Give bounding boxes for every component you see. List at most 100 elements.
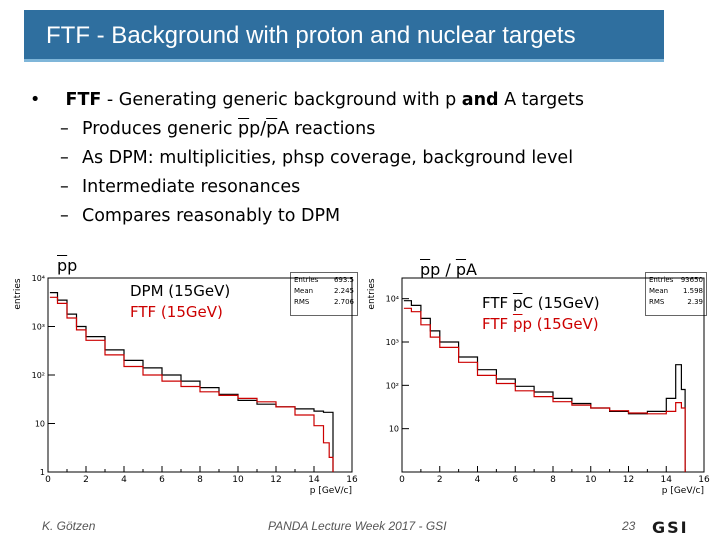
legend-text: DPM (15GeV) [130,282,231,300]
footer-author: K. Götzen [42,519,96,533]
page-number: 23 [622,519,636,533]
plot2-chart: 0 2 4 6 8 10 12 14 16 10 10² 10³ 10⁴ p [GeV/c] entries [367,277,710,496]
x-tick-label: 8 [197,475,203,485]
plot1-statbox: Entries 693.5 Mean 2.245 RMS 2.706 [290,272,358,316]
x-tick-label: 2 [437,475,443,485]
stat-row: RMS 2.39 [649,297,703,308]
plot2-label: pp / pA [420,260,477,279]
stat-row: Entries 693.5 [294,275,354,286]
y-tick-label: 10³ [32,323,45,332]
bullet-main: • FTF - Generating generic background wi… [30,88,584,112]
y-tick-label: 10³ [386,338,399,347]
plot-label-text: p / [430,260,456,279]
dash: – [60,148,69,168]
y-tick-label: 10⁴ [386,295,399,304]
y-axis-label: entries [13,278,23,310]
series-line-red [49,296,334,472]
antiproton-symbol: p [455,260,467,279]
x-axis-label: p [GeV/c] [310,486,352,496]
plot1-chart: 0 2 4 6 8 10 12 14 16 1 10 10² 10³ 10⁴ p [GeV/c] entrie… [13,274,358,496]
subitem-text: Produces generic [82,119,239,139]
x-tick-label: 12 [270,475,281,485]
antiproton-symbol: p [420,260,431,279]
antiproton-symbol: p [266,119,278,139]
subitem-1: – Produces generic pp/pA reactions [60,117,375,141]
x-tick-label: 6 [512,475,518,485]
y-tick-label: 10² [386,381,399,390]
x-tick-label: 4 [475,475,481,485]
x-tick-label: 10 [585,475,597,485]
stat-value: 1.598 [682,287,703,295]
antiproton-symbol: p [512,315,523,333]
plot2-legend-pp: FTF pp (15GeV) [482,315,599,333]
subitem-text: A reactions [277,119,376,139]
antiproton-symbol: p [512,294,523,312]
subitem-text: As DPM: multiplicities, phsp coverage, b… [82,148,574,168]
subitem-3: – Intermediate resonances [60,175,300,199]
subitem-2: – As DPM: multiplicities, phsp coverage, … [60,146,573,170]
dash: – [60,177,69,197]
plot1-label: pp [57,256,77,275]
x-tick-label: 12 [623,475,634,485]
plot-label-text: p [67,256,78,275]
stat-value: 2.245 [333,287,354,295]
x-tick-label: 8 [550,475,556,485]
y-tick-label: 10⁴ [32,274,45,283]
series-line-black [49,292,334,472]
x-tick-label: 0 [45,475,51,485]
stat-row: Entries 93650 [649,275,703,286]
stat-value: 2.706 [333,298,354,306]
stat-key: Mean [294,287,314,295]
gsi-logo: GSI [652,518,689,537]
plot-label-text: A [466,260,477,279]
stat-row: RMS 2.706 [294,297,354,308]
x-tick-label: 14 [308,475,320,485]
y-tick-label: 10 [35,420,45,429]
footer-event: PANDA Lecture Week 2017 - GSI [268,519,447,533]
plot-frame [401,277,705,473]
y-tick-label: 10 [389,425,399,434]
stat-value: 693.5 [333,276,354,284]
y-tick-label: 1 [40,468,45,477]
plot-frame [47,277,353,473]
bullet-text-b: A targets [498,90,585,110]
stat-row: Mean 1.598 [649,286,703,297]
stat-key: Entries [294,276,319,284]
legend-text: C (15GeV) [522,294,600,312]
x-tick-label: 10 [232,475,244,485]
dash: – [60,206,69,226]
y-tick-label: 10² [32,371,45,380]
x-tick-label: 16 [698,475,710,485]
legend-text: FTF [482,315,513,333]
stat-row: Mean 2.245 [294,286,354,297]
x-axis-label: p [GeV/c] [662,486,704,496]
x-tick-label: 14 [661,475,673,485]
legend-text: p (15GeV) [522,315,599,333]
x-tick-label: 4 [121,475,127,485]
series-line-black [403,300,686,472]
legend-text: FTF (15GeV) [130,303,223,321]
bullet-text-a: - Generating generic background with p [101,90,462,110]
stat-key: Mean [649,287,669,295]
x-tick-label: 0 [399,475,405,485]
y-axis-label: entries [367,278,377,310]
ftf-label: FTF [65,90,102,110]
stat-value: 93650 [680,276,703,284]
plot1-legend-ftf: FTF (15GeV) [130,303,223,321]
bullet-marker: • [30,90,41,110]
subitem-text: Compares reasonably to DPM [82,206,341,226]
x-tick-label: 2 [83,475,89,485]
subitem-4: – Compares reasonably to DPM [60,204,340,228]
stat-value: 2.39 [687,298,703,306]
x-tick-label: 16 [346,475,358,485]
stat-key: RMS [294,298,310,306]
dash: – [60,119,69,139]
plot2-statbox: Entries 93650 Mean 1.598 RMS 2.39 [645,272,707,316]
legend-text: FTF [482,294,513,312]
stat-key: RMS [649,298,665,306]
antiproton-symbol: p [238,119,250,139]
slide-title: FTF - Background with proton and nuclear… [24,10,664,62]
series-line-red [403,307,686,472]
subitem-text: Intermediate resonances [82,177,301,197]
antiproton-symbol: p [57,256,68,275]
